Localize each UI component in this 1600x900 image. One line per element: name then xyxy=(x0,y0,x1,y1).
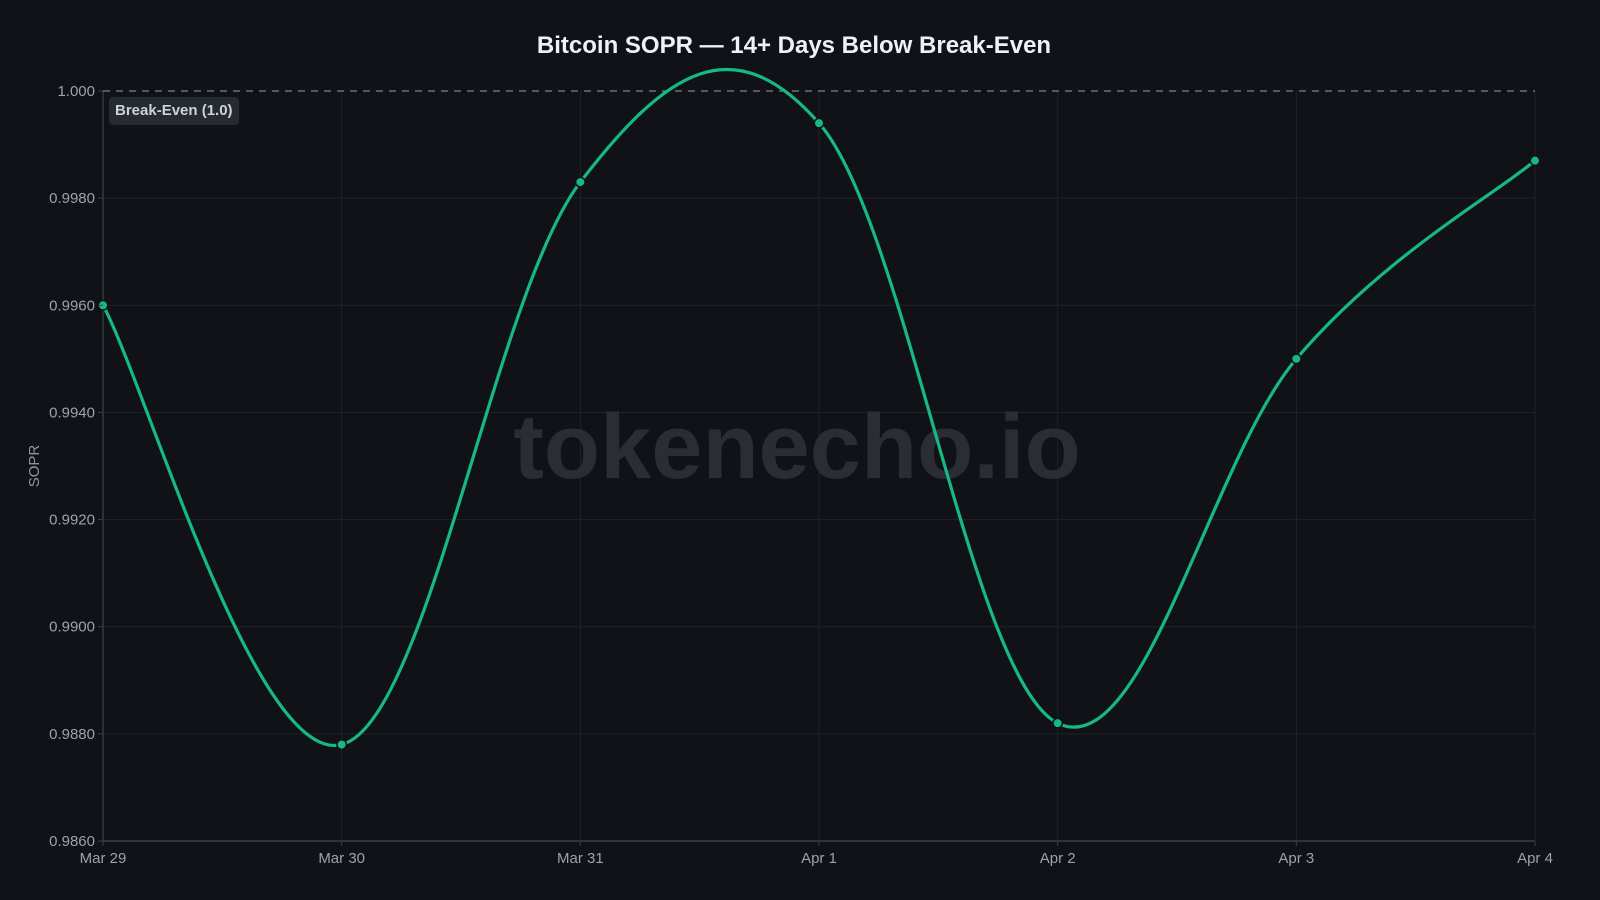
y-tick-label: 0.9960 xyxy=(49,297,95,314)
y-tick-label: 1.000 xyxy=(57,83,95,100)
x-tick-label: Apr 4 xyxy=(1517,850,1553,867)
y-axis-ticks: 0.9860 0.9880 0.9900 0.9920 0.9940 0.9960 0.99… xyxy=(49,83,103,850)
y-tick-label: 0.9860 xyxy=(49,833,95,850)
x-tick-label: Apr 2 xyxy=(1040,850,1076,867)
data-point-mar-30[interactable] xyxy=(337,740,346,749)
y-tick-label: 0.9980 xyxy=(49,190,95,207)
y-tick-label: 0.9880 xyxy=(49,726,95,743)
data-point-mar-31[interactable] xyxy=(576,178,585,187)
data-point-apr-2[interactable] xyxy=(1053,719,1062,728)
data-point-apr-4[interactable] xyxy=(1531,156,1539,165)
x-tick-label: Apr 1 xyxy=(801,850,837,867)
y-tick-label: 0.9920 xyxy=(49,512,95,529)
x-tick-label: Mar 29 xyxy=(80,850,127,867)
x-tick-label: Mar 31 xyxy=(557,850,604,867)
x-tick-label: Mar 30 xyxy=(318,850,365,867)
data-point-apr-1[interactable] xyxy=(815,119,823,128)
data-points xyxy=(97,117,1541,751)
data-point-apr-3[interactable] xyxy=(1292,354,1301,363)
x-axis-ticks: Mar 29 Mar 30 Mar 31 Apr 1 Apr 2 Apr 3 Apr 4 xyxy=(80,841,1553,867)
y-tick-label: 0.9940 xyxy=(49,404,95,421)
y-axis-label: SOPR xyxy=(26,445,43,488)
y-tick-label: 0.9900 xyxy=(49,619,95,636)
chart-title: Bitcoin SOPR — 14+ Days Below Break-Even xyxy=(536,32,1052,59)
x-tick-label: Apr 3 xyxy=(1278,850,1314,867)
break-even-label: Break-Even (1.0) xyxy=(109,97,239,125)
watermark: tokenecho.io xyxy=(513,396,1080,498)
